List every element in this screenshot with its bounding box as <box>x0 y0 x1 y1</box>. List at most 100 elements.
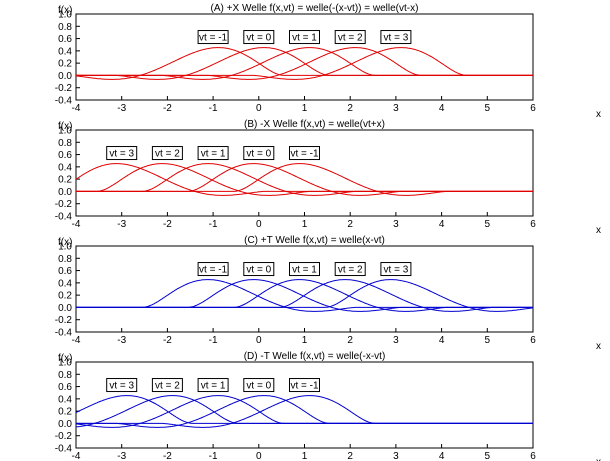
x-tick-label: 3 <box>393 103 399 114</box>
y-tick-label: 1.0 <box>58 126 72 137</box>
x-tick-label: 6 <box>530 451 536 461</box>
vt-label: vt = -1 <box>290 149 319 160</box>
x-tick-label: 5 <box>485 451 491 461</box>
x-tick-label: 1 <box>302 219 308 230</box>
x-tick-label: 2 <box>347 335 353 346</box>
vt-label-box <box>197 30 229 45</box>
wave-curve <box>76 47 533 80</box>
y-tick-label: 0.2 <box>58 175 72 186</box>
y-tick-label: -0.4 <box>55 444 73 455</box>
y-tick-label: 0.4 <box>58 394 72 405</box>
y-tick-label: 0.0 <box>58 71 72 82</box>
wave-curve <box>76 163 533 196</box>
y-tick-label: 0.4 <box>58 162 72 173</box>
vt-label-box <box>106 378 138 393</box>
x-tick-label: -1 <box>209 335 218 346</box>
vt-label-box <box>151 146 183 161</box>
x-tick-label: -2 <box>163 335 172 346</box>
x-tick-label: -1 <box>209 451 218 461</box>
x-tick-label: -2 <box>163 451 172 461</box>
x-axis-label: x <box>596 457 601 461</box>
x-tick-label: -2 <box>163 219 172 230</box>
y-tick-label: 0.2 <box>58 59 72 70</box>
wave-curve <box>76 279 534 312</box>
panel-C: -4 -3 -2 -1 0 1 2 3 4 5 6 1.00.80.60.4 0.20.0-0.2 -0.… <box>55 235 601 352</box>
y-tick-label: 0.8 <box>58 22 72 33</box>
wave-curve <box>75 395 533 424</box>
vt-label: vt = 0 <box>246 381 271 392</box>
vt-label: vt = 3 <box>109 149 134 160</box>
x-tick-label: -1 <box>209 103 218 114</box>
x-tick-label: 6 <box>530 335 536 346</box>
vt-label-box <box>243 30 275 45</box>
x-tick-label: 1 <box>302 103 308 114</box>
vt-label-box <box>289 146 320 161</box>
vt-label-box <box>380 262 412 277</box>
panel-title: (C) +T Welle f(x,vt) = welle(x-vt) <box>244 235 385 246</box>
y-tick-label: -0.2 <box>55 199 73 210</box>
x-tick-label: 3 <box>393 335 399 346</box>
vt-label: vt = 3 <box>109 381 134 392</box>
vt-label: vt = 3 <box>384 265 409 276</box>
vt-label-box <box>243 146 275 161</box>
x-tick-label: -4 <box>72 335 81 346</box>
vt-label-box <box>151 378 183 393</box>
x-tick-label: 4 <box>439 103 445 114</box>
vt-label: vt = -1 <box>199 33 228 44</box>
panel-A: -4 -3 -2 -1 0 1 2 3 4 5 6 1.00.80.60.4 0.20.0-0.2 -0.… <box>55 3 601 120</box>
y-tick-label: 0.8 <box>58 254 72 265</box>
y-tick-label: 1.0 <box>58 242 72 253</box>
x-tick-label: 3 <box>393 219 399 230</box>
y-tick-label: -0.4 <box>55 96 73 107</box>
vt-label-box <box>106 146 138 161</box>
vt-label: vt = 2 <box>338 33 363 44</box>
wave-curve <box>75 163 533 196</box>
vt-label: vt = 0 <box>246 149 271 160</box>
vt-label-box <box>197 378 229 393</box>
x-tick-label: -4 <box>72 451 81 461</box>
x-tick-label: 1 <box>302 451 308 461</box>
vt-label-box <box>334 262 366 277</box>
y-tick-label: 0.8 <box>58 138 72 149</box>
y-axis-label: f(x) <box>58 353 72 364</box>
vt-label-box <box>380 30 412 45</box>
vt-label-box <box>243 378 275 393</box>
y-tick-label: 0.4 <box>58 46 72 57</box>
y-axis-label: f(x) <box>58 5 72 16</box>
x-tick-label: 0 <box>256 335 262 346</box>
x-tick-label: 4 <box>439 335 445 346</box>
y-tick-label: 0.2 <box>58 291 72 302</box>
wave-curve <box>76 279 533 312</box>
vt-label: vt = 0 <box>246 265 271 276</box>
wave-curve <box>76 163 533 196</box>
vt-label: vt = 3 <box>384 33 409 44</box>
panel-B: -4 -3 -2 -1 0 1 2 3 4 5 6 1.00.80.60.4 0.20.0-0.2 -0.… <box>55 119 601 236</box>
x-axis-label: x <box>596 225 601 236</box>
wave-curve <box>76 395 533 428</box>
y-tick-label: 0.0 <box>58 187 72 198</box>
x-tick-label: 4 <box>439 219 445 230</box>
vt-label: vt = 1 <box>201 381 226 392</box>
vt-label: vt = 2 <box>155 381 180 392</box>
x-axis-label: x <box>596 341 601 352</box>
x-tick-label: -1 <box>209 219 218 230</box>
y-tick-label: 0.6 <box>58 266 72 277</box>
vt-label: vt = -1 <box>199 265 228 276</box>
x-tick-label: -3 <box>117 103 126 114</box>
x-tick-label: 1 <box>302 335 308 346</box>
wave-curve <box>76 163 533 196</box>
vt-label-box <box>289 262 320 277</box>
vt-label-box <box>334 30 366 45</box>
x-tick-label: 2 <box>347 219 353 230</box>
y-axis-label: f(x) <box>58 121 72 132</box>
x-tick-label: -3 <box>117 335 126 346</box>
vt-label-box <box>289 378 320 393</box>
x-tick-label: 0 <box>256 219 262 230</box>
vt-label-box <box>197 146 229 161</box>
panel-title: (A) +X Welle f(x,vt) = welle(-(x-vt)) = … <box>211 3 419 14</box>
y-tick-label: 0.0 <box>58 303 72 314</box>
vt-label: vt = 1 <box>292 33 317 44</box>
wave-curve <box>76 47 533 80</box>
vt-label: vt = 0 <box>246 33 271 44</box>
